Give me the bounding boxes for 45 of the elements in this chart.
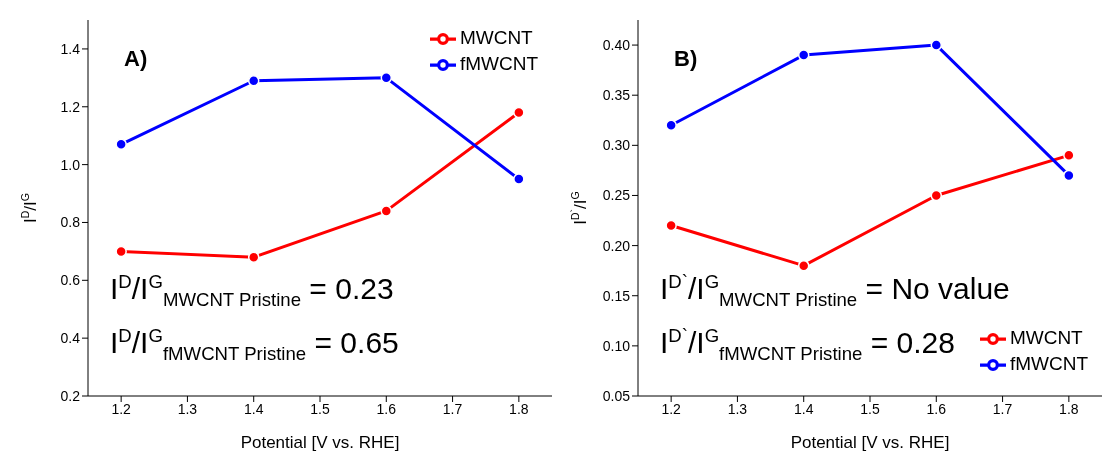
- x-tick-label: 1.7: [992, 400, 1013, 417]
- x-tick-label: 1.8: [1059, 400, 1079, 417]
- y-tick-label: 1.0: [60, 156, 81, 173]
- x-tick-label: 1.7: [442, 400, 463, 417]
- y-tick-label: 0.10: [602, 337, 631, 354]
- x-tick-label: 1.5: [310, 400, 330, 417]
- annotation: I$^{D`}$/I$^{G}$$_{MWCNT Pristine}$ = No value: [660, 270, 1010, 312]
- x-tick-label: 1.8: [509, 400, 529, 417]
- point: [380, 72, 393, 84]
- x-tick-label: 1.3: [177, 400, 198, 417]
- x-tick-label: 1.4: [793, 400, 814, 417]
- y-tick-label: 1.4: [60, 40, 81, 57]
- y-tick-label: 0.15: [602, 287, 631, 304]
- x-axis-title: Potential [V vs. RHE]: [240, 433, 400, 452]
- point: [930, 39, 943, 51]
- x-tick-label: 1.2: [661, 400, 682, 417]
- y-tick-label: 0.4: [60, 330, 81, 347]
- y-tick-label: 0.20: [602, 237, 631, 254]
- x-tick-label: 1.4: [243, 400, 264, 417]
- x-tick-label: 1.6: [376, 400, 397, 417]
- legend-label: MWCNT: [1009, 327, 1083, 349]
- y-tick-label: 0.8: [60, 214, 81, 231]
- legend-label: fMWCNT: [1009, 353, 1088, 375]
- annotation: I$^{D}$/I$^{G}$$_{fMWCNT Pristine}$ = 0.65: [110, 324, 399, 366]
- annotation: I$^{D}$/I$^{G}$$_{MWCNT Pristine}$ = 0.23: [110, 270, 394, 312]
- y-tick-label: 1.2: [60, 98, 81, 115]
- annotation: B): [674, 46, 698, 72]
- y-tick-label: 0.05: [602, 387, 631, 404]
- y-tick-label: 0.6: [60, 272, 81, 289]
- annotation: I$^{D`}$/I$^{G}$$_{fMWCNT Pristine}$ = 0.28: [660, 324, 955, 366]
- annotation: A): [124, 46, 148, 72]
- y-tick-label: 0.30: [602, 137, 631, 154]
- point: [797, 49, 810, 61]
- point: [380, 205, 393, 217]
- y-tick-label: 0.40: [602, 37, 631, 54]
- y-tick-label: 0.25: [602, 187, 631, 204]
- legend-label: MWCNT: [459, 27, 533, 49]
- legend-label: fMWCNT: [459, 53, 538, 75]
- y-tick-label: 0.2: [60, 387, 81, 404]
- y-tick-label: 0.35: [602, 87, 631, 104]
- x-tick-label: 1.2: [111, 400, 132, 417]
- x-tick-label: 1.3: [727, 400, 748, 417]
- x-tick-label: 1.5: [860, 400, 880, 417]
- x-tick-label: 1.6: [926, 400, 947, 417]
- x-axis-title: Potential [V vs. RHE]: [790, 433, 950, 452]
